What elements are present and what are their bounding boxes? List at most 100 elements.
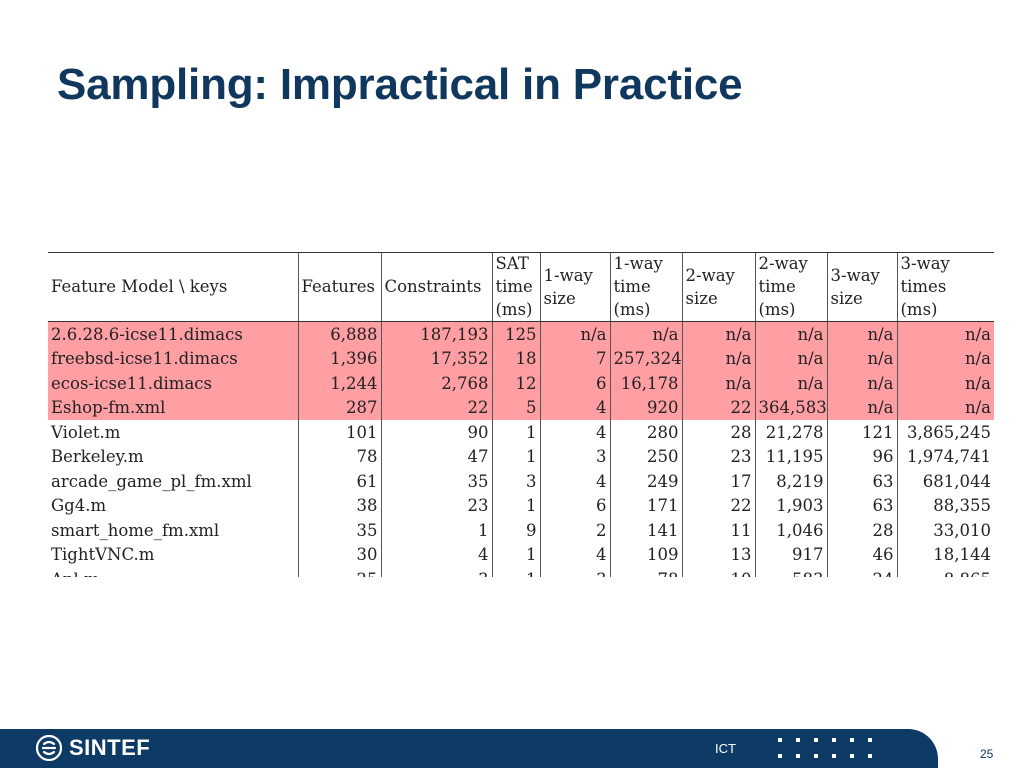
table-cell: 23 <box>380 493 492 518</box>
table-cell: 1 <box>491 542 540 567</box>
feature-model-name: Berkeley.m <box>51 447 144 467</box>
table-header-row: Feature Model \ keys Features Constraints S… <box>48 252 994 322</box>
column-header-4: 1-way size <box>539 252 610 322</box>
column-header-line: time <box>613 277 651 296</box>
table-row: Eshop-fm.xml 287 22 5 4 920 22 364,583 n/a n/a <box>48 395 994 420</box>
column-header-0: Feature Model \ keys <box>48 252 298 322</box>
table-cell: 1,396 <box>297 346 381 371</box>
table-cell: 583 <box>754 567 827 577</box>
table-cell: 33,010 <box>896 518 994 543</box>
table-cell: 96 <box>826 444 897 469</box>
table-cell: 3,865,245 <box>896 420 994 445</box>
table-row: 2.6.28.6-icse11.dimacs 6,888 187,193 125 n/a… <box>48 321 994 347</box>
table-cell: 22 <box>380 395 492 420</box>
table-cell: 7 <box>539 346 610 371</box>
brand-name: SINTEF <box>69 735 151 760</box>
table-cell: 3 <box>491 469 540 494</box>
table-cell: 12 <box>491 371 540 396</box>
column-header-2: Constraints <box>380 252 492 322</box>
table-row: Berkeley.m 78 47 1 3 250 23 11,195 96 1,974,741 <box>48 444 994 469</box>
table-cell: 8,219 <box>754 469 827 494</box>
feature-model-name: arcade_game_pl_fm.xml <box>51 471 252 491</box>
table-cell: 171 <box>609 493 682 518</box>
table-cell: 78 <box>609 567 682 577</box>
table-cell: 1,974,741 <box>896 444 994 469</box>
table-cell: 1,046 <box>754 518 827 543</box>
table-cell: 63 <box>826 493 897 518</box>
column-header-line: Feature Model \ keys <box>51 277 228 296</box>
column-header-line: (ms) <box>758 300 796 319</box>
column-header-line: Features <box>301 277 376 296</box>
feature-model-name: freebsd-icse11.dimacs <box>48 346 298 371</box>
table-cell: 2,768 <box>380 371 492 396</box>
column-header-5: 1-way time (ms) <box>609 252 682 322</box>
feature-model-name: Eshop-fm.xml <box>48 395 298 420</box>
dot-pattern-icon <box>778 738 872 758</box>
table-cell: 17 <box>681 469 755 494</box>
table-cell: 187,193 <box>380 321 492 347</box>
table-cell: 6 <box>539 493 610 518</box>
feature-model-name: smart_home_fm.xml <box>51 520 220 540</box>
table-cell: 141 <box>609 518 682 543</box>
sintef-logo-icon <box>36 735 62 761</box>
table-cell: 4 <box>380 542 492 567</box>
column-header-line: times <box>900 277 947 296</box>
table-row: smart_home_fm.xml 35 1 9 2 141 11 1,046 28 33,010 <box>48 518 994 543</box>
table-cell: n/a <box>896 371 994 396</box>
table-cell: 16,178 <box>609 371 682 396</box>
table-cell: 24 <box>826 567 897 577</box>
table-cell: n/a <box>681 346 755 371</box>
table-cell: 30 <box>297 542 381 567</box>
table-cell: 5 <box>491 395 540 420</box>
feature-model-name: Violet.m <box>51 422 121 442</box>
column-header-line: 1-way <box>543 265 593 285</box>
table-cell: 917 <box>754 542 827 567</box>
table-cell: 287 <box>297 395 381 420</box>
column-header-1: Features <box>297 252 381 322</box>
footer: SINTEF ICT 25 <box>0 729 1024 768</box>
column-header-line: 3-way <box>900 254 950 273</box>
table-cell: 9 <box>491 518 540 543</box>
table-cell: 1,244 <box>297 371 381 396</box>
table-cell: 46 <box>826 542 897 567</box>
table-cell: n/a <box>539 321 610 347</box>
table-cell: n/a <box>681 371 755 396</box>
column-header-line: 3-way <box>830 265 880 285</box>
feature-model-name: TightVNC.m <box>51 545 155 565</box>
table-cell: 63 <box>826 469 897 494</box>
table-cell: n/a <box>681 321 755 347</box>
table-cell: n/a <box>896 321 994 347</box>
table-cell: 249 <box>609 469 682 494</box>
table-cell: 8,865 <box>896 567 994 577</box>
table-cell: 22 <box>681 493 755 518</box>
column-header-line: time <box>758 277 796 296</box>
table-row: TightVNC.m 30 4 1 4 109 13 917 46 18,144 <box>48 542 994 567</box>
column-header-6: 2-way size <box>681 252 755 322</box>
sampling-table: Feature Model \ keys Features Constraints S… <box>48 252 994 577</box>
feature-model-name: ecos-icse11.dimacs <box>48 371 298 396</box>
feature-model-name: Apl.m <box>48 567 298 577</box>
table-cell: 6,888 <box>297 321 381 347</box>
table-cell: n/a <box>826 371 897 396</box>
table-cell: 1 <box>491 493 540 518</box>
table-cell: 21,278 <box>754 420 827 445</box>
table-cell: 4 <box>539 420 610 445</box>
table-cell: 4 <box>539 542 610 567</box>
table-cell: 28 <box>681 420 755 445</box>
table-row: Apl.m253137810583248,865 <box>48 567 994 577</box>
table-cell: 4 <box>539 469 610 494</box>
table-cell: 109 <box>609 542 682 567</box>
table-top-rule <box>48 252 994 253</box>
page-number: 25 <box>980 747 994 761</box>
column-header-line: 2-way <box>758 254 808 273</box>
column-header-8: 3-way size <box>826 252 897 322</box>
table-cell: 1 <box>380 518 492 543</box>
column-header-line: (ms) <box>495 300 533 319</box>
table-row: Gg4.m 38 23 1 6 171 22 1,903 63 88,355 <box>48 493 994 518</box>
table-cell: n/a <box>896 395 994 420</box>
table-cell: 13 <box>681 542 755 567</box>
table-cell: n/a <box>896 346 994 371</box>
table-cell: 61 <box>297 469 381 494</box>
column-header-9: 3-way times (ms) <box>896 252 994 322</box>
column-header-line: (ms) <box>900 300 938 319</box>
